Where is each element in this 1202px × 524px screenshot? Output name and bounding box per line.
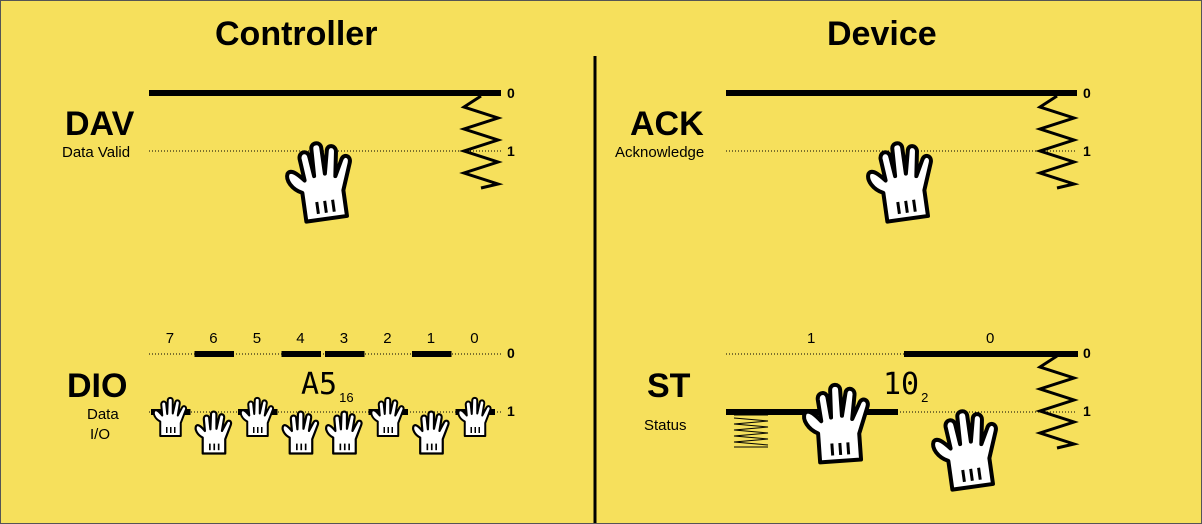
ack-level-0-label: 0 — [1083, 85, 1091, 101]
st-value-base: 2 — [921, 390, 929, 405]
dio-label: DIO — [67, 367, 128, 405]
dio-bit-label: 2 — [383, 330, 392, 347]
dio-bit-label: 1 — [426, 330, 436, 347]
dio-bit-hand-icon[interactable] — [152, 396, 188, 437]
dio-bit-hand-icon[interactable] — [194, 410, 233, 455]
dav-level-1-label: 1 — [507, 143, 515, 159]
dio-bit-hand-icon[interactable] — [281, 410, 320, 455]
ack-level-1-label: 1 — [1083, 143, 1091, 159]
dio-bit-label: 3 — [339, 330, 349, 347]
st-hand-1-icon[interactable] — [799, 380, 874, 466]
dio-bits — [149, 351, 501, 455]
st-description: Status — [644, 417, 687, 434]
dio-bit-label: 6 — [209, 330, 218, 347]
dio-bit-label: 4 — [296, 330, 305, 347]
st-label: ST — [647, 367, 691, 405]
ack-hand-icon[interactable] — [862, 136, 941, 226]
st-hand-0-icon[interactable] — [927, 404, 1006, 494]
dio-value-digits: A5 — [301, 367, 338, 402]
dio-value: A5 16 — [301, 367, 354, 405]
dio-bit-label: 7 — [165, 330, 175, 347]
dav-spring-icon — [462, 94, 500, 190]
dio-bit-hand-icon[interactable] — [457, 396, 492, 437]
dav-label: DAV — [65, 105, 135, 143]
st-value: 10 2 — [883, 367, 928, 405]
dav-description: Data Valid — [62, 144, 131, 161]
st-level-0-label: 0 — [1083, 345, 1091, 361]
st-spring-icon — [1038, 354, 1076, 450]
device-heading: Device — [827, 15, 937, 53]
dio-bit-hand-icon[interactable] — [239, 396, 275, 437]
st-value-digits: 10 — [883, 367, 920, 402]
dio-bit-hand-icon[interactable] — [325, 410, 363, 455]
st-level-1-label: 1 — [1083, 403, 1091, 419]
dav-hand-icon[interactable] — [281, 136, 360, 226]
ack-description: Acknowledge — [615, 144, 705, 161]
dio-description-line1: Data — [87, 406, 119, 423]
dio-level-0-label: 0 — [507, 345, 515, 361]
st-bit-label: 0 — [986, 330, 995, 347]
dio-value-base: 16 — [339, 390, 354, 405]
dio-bit-hand-icon[interactable] — [370, 396, 405, 437]
dio-level-1-label: 1 — [507, 403, 515, 419]
dio-bit-label: 0 — [470, 330, 479, 347]
dav-level-0-label: 0 — [507, 85, 515, 101]
controller-heading: Controller — [215, 15, 378, 53]
st-small-spring-icon — [733, 414, 769, 448]
dio-description-line2: I/O — [90, 426, 111, 443]
dio-bit-hand-icon[interactable] — [412, 410, 450, 455]
st-bit-label: 1 — [807, 330, 816, 347]
ack-label: ACK — [630, 105, 704, 143]
ack-spring-icon — [1038, 94, 1076, 190]
dio-bit-label: 5 — [252, 330, 262, 347]
